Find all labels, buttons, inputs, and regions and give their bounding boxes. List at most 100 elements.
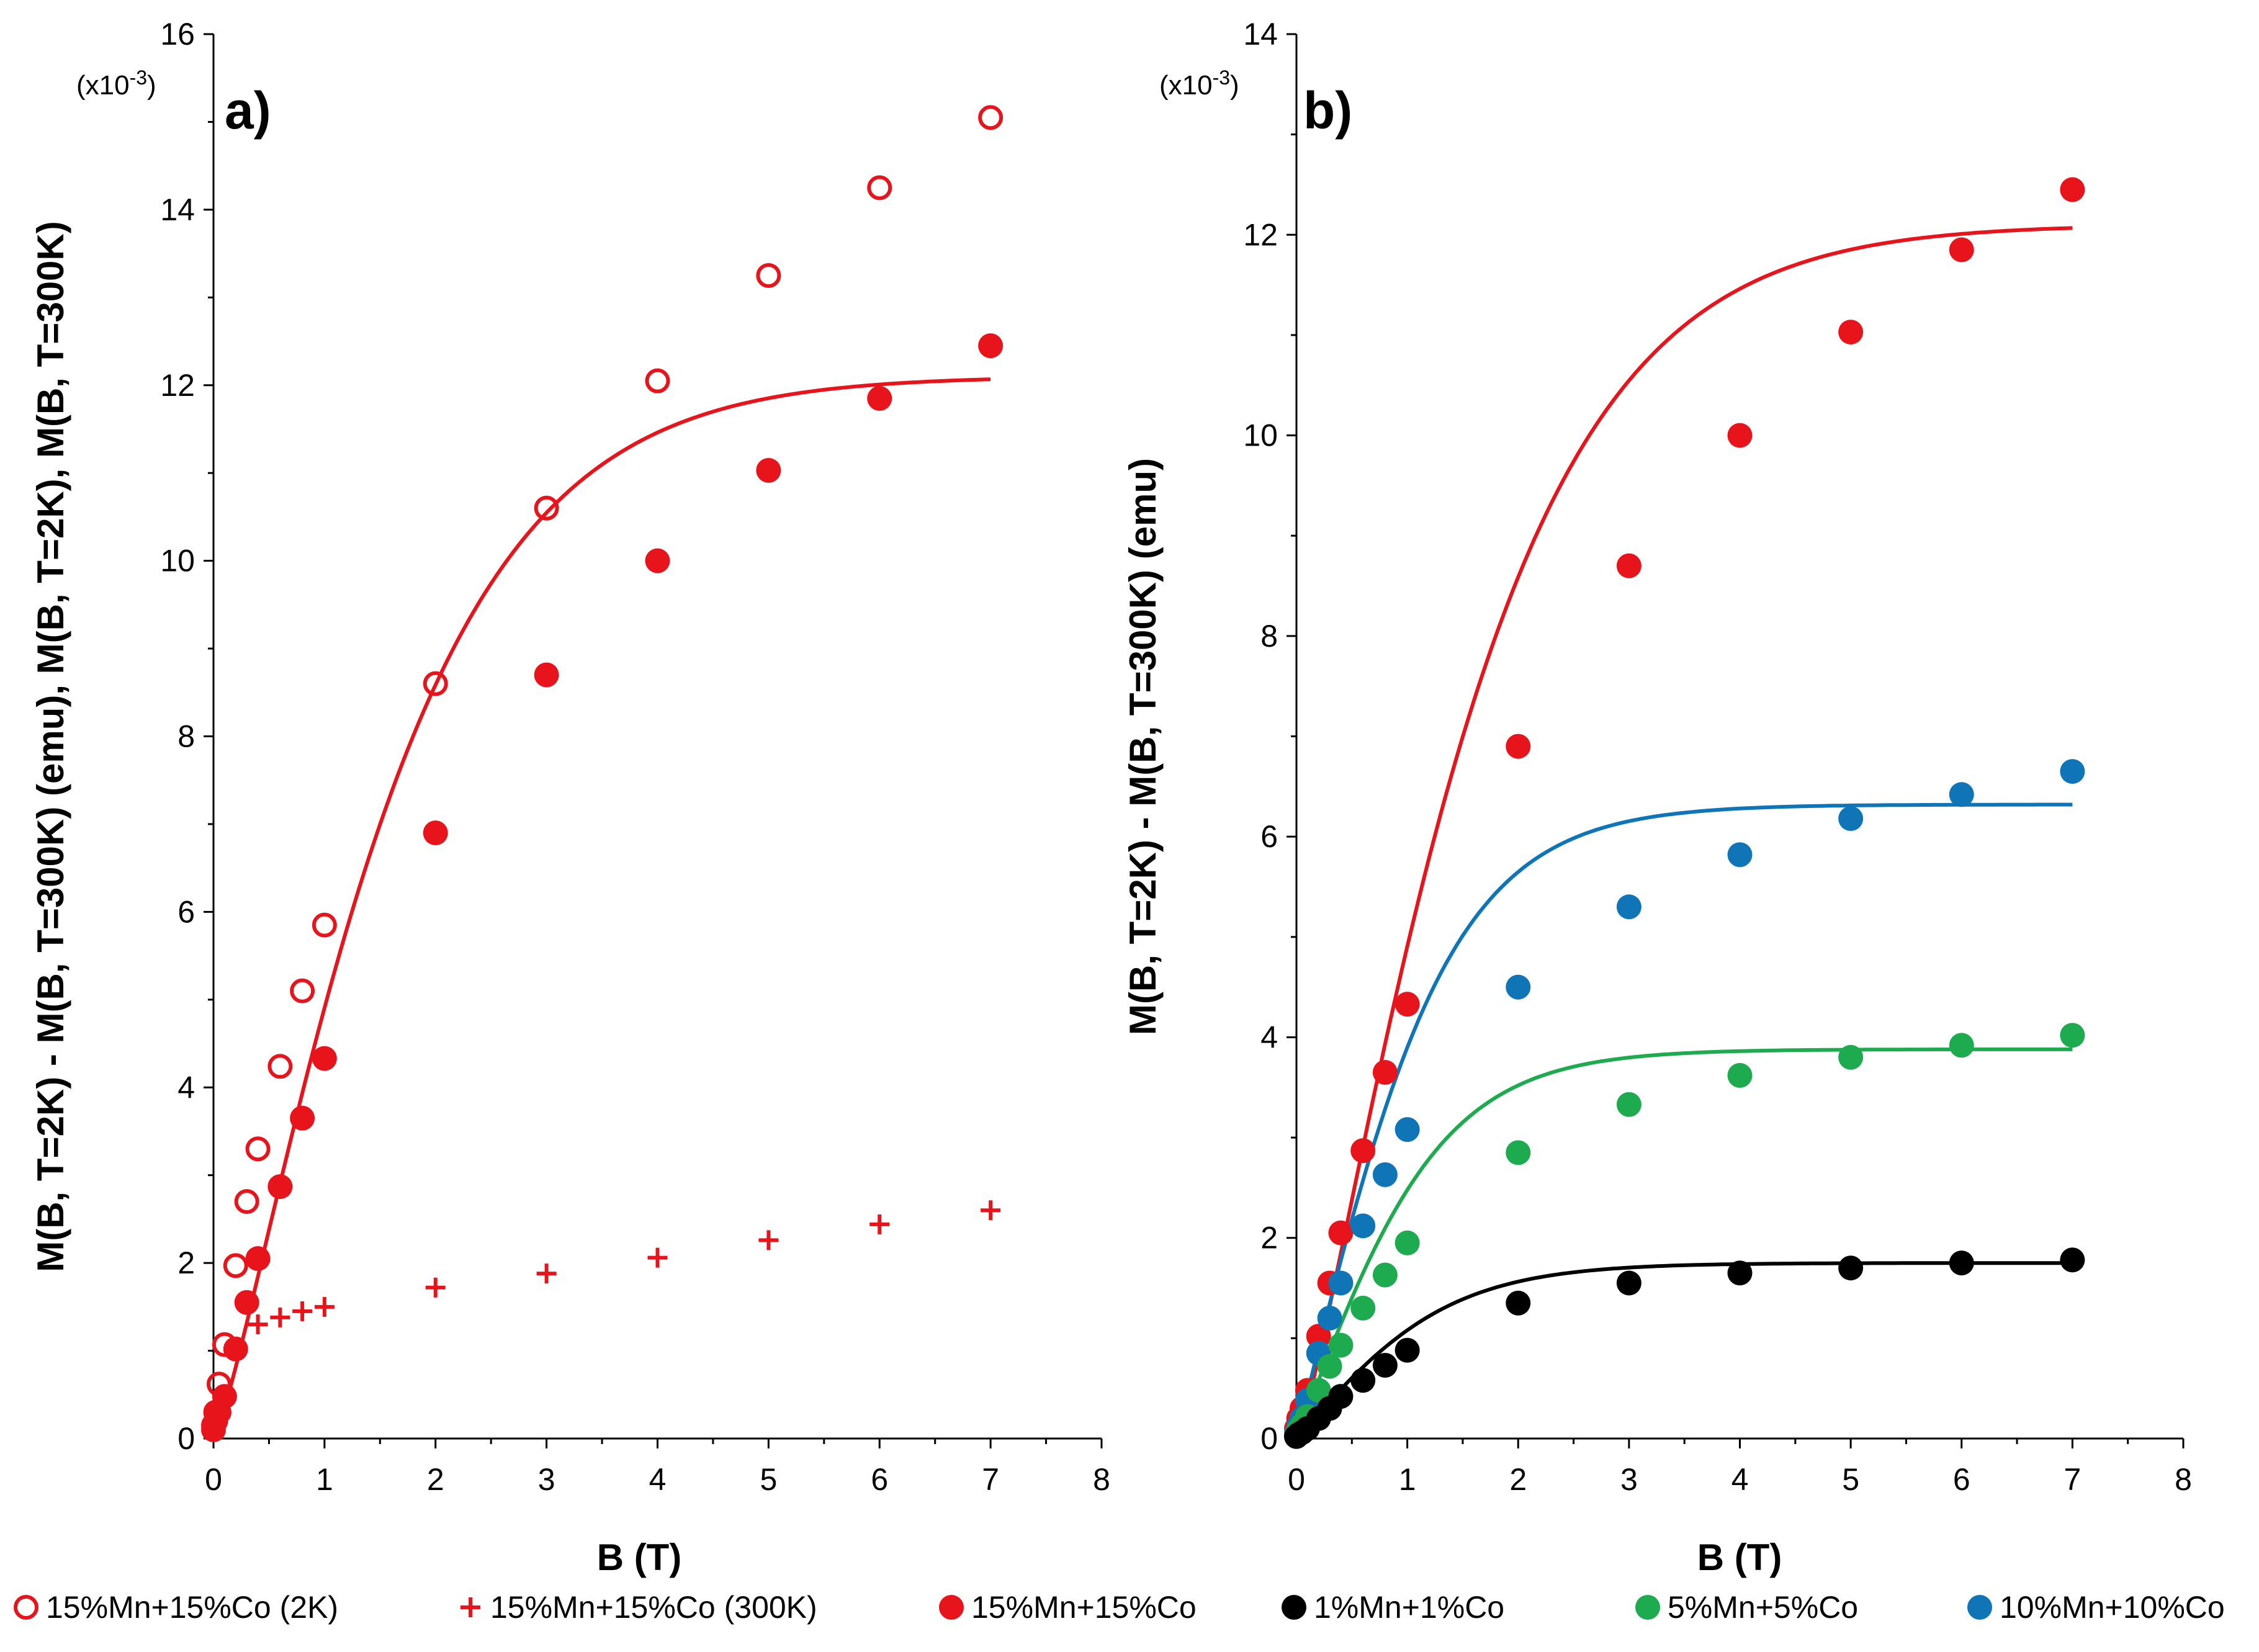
legend: 15%Mn+15%Co (2K) 15%Mn+15%Co (300K) 15%Mn+… bbox=[14, 1590, 2225, 1625]
data-point bbox=[1394, 992, 1420, 1017]
panel-b-multiplier-base: (x10 bbox=[1159, 70, 1213, 101]
data-point bbox=[534, 662, 559, 688]
legend-label: 15%Mn+15%Co (2K) bbox=[46, 1590, 338, 1625]
panel-b-x-tick-label: 7 bbox=[2064, 1462, 2081, 1497]
data-point bbox=[423, 820, 448, 846]
data-point bbox=[1727, 1260, 1753, 1286]
legend-marker bbox=[1635, 1595, 1660, 1620]
data-point bbox=[1394, 1337, 1420, 1363]
panel-b-multiplier-close: ) bbox=[1230, 70, 1239, 101]
data-point bbox=[1317, 1306, 1342, 1331]
data-point bbox=[756, 263, 781, 288]
data-point bbox=[1394, 1117, 1420, 1142]
data-point bbox=[645, 548, 670, 573]
panel-a-multiplier: (x10-3) bbox=[76, 66, 156, 101]
data-point bbox=[1372, 1262, 1398, 1288]
data-point bbox=[645, 368, 670, 393]
data-point bbox=[1506, 734, 1531, 759]
panel-b-y-tick-label: 14 bbox=[1243, 17, 1278, 52]
legend-marker bbox=[14, 1595, 38, 1620]
data-point bbox=[267, 1054, 293, 1079]
data-point bbox=[1328, 1384, 1354, 1409]
panel-b-fit-line bbox=[1295, 1047, 2073, 1440]
data-point bbox=[1616, 1270, 1641, 1296]
chart-panel-b: M(B, T=2K) - M(B, T=300K) (emu) (x10-3) … bbox=[1122, 17, 2192, 1578]
panel-a-series-15-mn-15-co-300k bbox=[248, 1200, 1001, 1335]
panel-a-y-tick-label: 8 bbox=[177, 719, 195, 754]
panel-b-x-axis-title: B (T) bbox=[1697, 1537, 1782, 1578]
panel-b-x-tick-label: 1 bbox=[1399, 1462, 1416, 1497]
data-point bbox=[1328, 1332, 1354, 1358]
legend-item: 15%Mn+15%Co (2K) bbox=[14, 1590, 338, 1625]
panel-a-x-tick-label: 6 bbox=[871, 1462, 888, 1497]
data-point bbox=[1350, 1295, 1376, 1321]
data-point bbox=[2060, 759, 2085, 784]
panel-a-fit-line bbox=[212, 377, 991, 1440]
panel-a-x-tick-label: 2 bbox=[427, 1462, 444, 1497]
panel-a-x-tick-label: 4 bbox=[649, 1462, 667, 1497]
panel-b-x-tick-label: 3 bbox=[1620, 1462, 1638, 1497]
panel-a-y-tick-label: 14 bbox=[160, 192, 195, 227]
panel-b-x-tick-label: 5 bbox=[1842, 1462, 1859, 1497]
panel-a-x-axis-title: B (T) bbox=[597, 1537, 682, 1578]
panel-a-label: a) bbox=[225, 81, 271, 140]
data-point bbox=[867, 175, 892, 200]
legend-item: 15%Mn+15%Co (300K) bbox=[460, 1590, 817, 1625]
legend-item: 15%Mn+15%Co bbox=[939, 1590, 1197, 1625]
panel-a-y-axis-title: M(B, T=2K) - M(B, T=300K) (emu), M(B, T=… bbox=[30, 221, 71, 1272]
panel-a-x-tick-label: 5 bbox=[760, 1462, 777, 1497]
data-point bbox=[534, 495, 559, 521]
data-point bbox=[1506, 1290, 1531, 1316]
legend-item: 1%Mn+1%Co bbox=[1282, 1590, 1504, 1625]
panel-b-y-axis-title: M(B, T=2K) - M(B, T=300K) (emu) bbox=[1122, 458, 1164, 1035]
data-point bbox=[292, 1301, 313, 1321]
data-point bbox=[536, 1264, 557, 1284]
data-point bbox=[270, 1307, 290, 1327]
panel-b-x-tick-label: 0 bbox=[1288, 1462, 1305, 1497]
panel-b-points bbox=[1284, 177, 2085, 1449]
legend-marker bbox=[460, 1597, 480, 1617]
panel-a-x-tick-label: 0 bbox=[205, 1462, 222, 1497]
panel-a-y-tick-label: 4 bbox=[177, 1070, 195, 1105]
data-point bbox=[1328, 1270, 1354, 1296]
panel-a-y-tick-label: 6 bbox=[177, 894, 195, 929]
data-point bbox=[756, 457, 781, 483]
legend-item: 5%Mn+5%Co bbox=[1635, 1590, 1858, 1625]
panel-b-x-tick-label: 8 bbox=[2175, 1462, 2192, 1497]
panel-a-multiplier-close: ) bbox=[147, 70, 156, 101]
panel-b-multiplier: (x10-3) bbox=[1159, 66, 1239, 101]
legend-label: 1%Mn+1%Co bbox=[1314, 1590, 1504, 1625]
data-point bbox=[1372, 1353, 1398, 1378]
panel-b-label: b) bbox=[1303, 81, 1352, 140]
data-point bbox=[978, 105, 1004, 130]
legend-label: 5%Mn+5%Co bbox=[1668, 1590, 1858, 1625]
legend-marker bbox=[939, 1595, 964, 1620]
panel-a-x-tick-label: 3 bbox=[538, 1462, 555, 1497]
data-point bbox=[1317, 1353, 1342, 1379]
data-point bbox=[1350, 1213, 1376, 1239]
panel-a-y-tick-label: 10 bbox=[160, 544, 195, 578]
panel-b-series-1-mn-1-co bbox=[1284, 1247, 2085, 1449]
panel-a-x-tick-label: 1 bbox=[316, 1462, 333, 1497]
data-point bbox=[423, 671, 448, 696]
panel-b-y-tick-label: 2 bbox=[1260, 1221, 1278, 1255]
panel-b-x-tick-label: 2 bbox=[1509, 1462, 1527, 1497]
data-point bbox=[312, 912, 337, 938]
data-point bbox=[647, 1247, 668, 1268]
data-point bbox=[1350, 1138, 1376, 1164]
data-point bbox=[1838, 1255, 1864, 1281]
panel-b-fits bbox=[1295, 226, 2073, 1440]
data-point bbox=[1506, 1140, 1531, 1165]
data-point bbox=[245, 1136, 271, 1162]
legend-label: 15%Mn+15%Co bbox=[971, 1590, 1197, 1625]
panel-a-y-tick-label: 0 bbox=[177, 1421, 195, 1456]
data-point bbox=[758, 1230, 779, 1250]
data-point bbox=[867, 385, 892, 411]
panel-a-multiplier-exp: -3 bbox=[130, 66, 147, 89]
legend-label: 10%Mn+10%Co bbox=[2000, 1590, 2225, 1625]
panel-a-x-tick-label: 7 bbox=[982, 1462, 999, 1497]
panel-a-y-tick-label: 12 bbox=[160, 368, 195, 403]
chart-panel-a: M(B, T=2K) - M(B, T=300K) (emu), M(B, T=… bbox=[30, 17, 1110, 1578]
